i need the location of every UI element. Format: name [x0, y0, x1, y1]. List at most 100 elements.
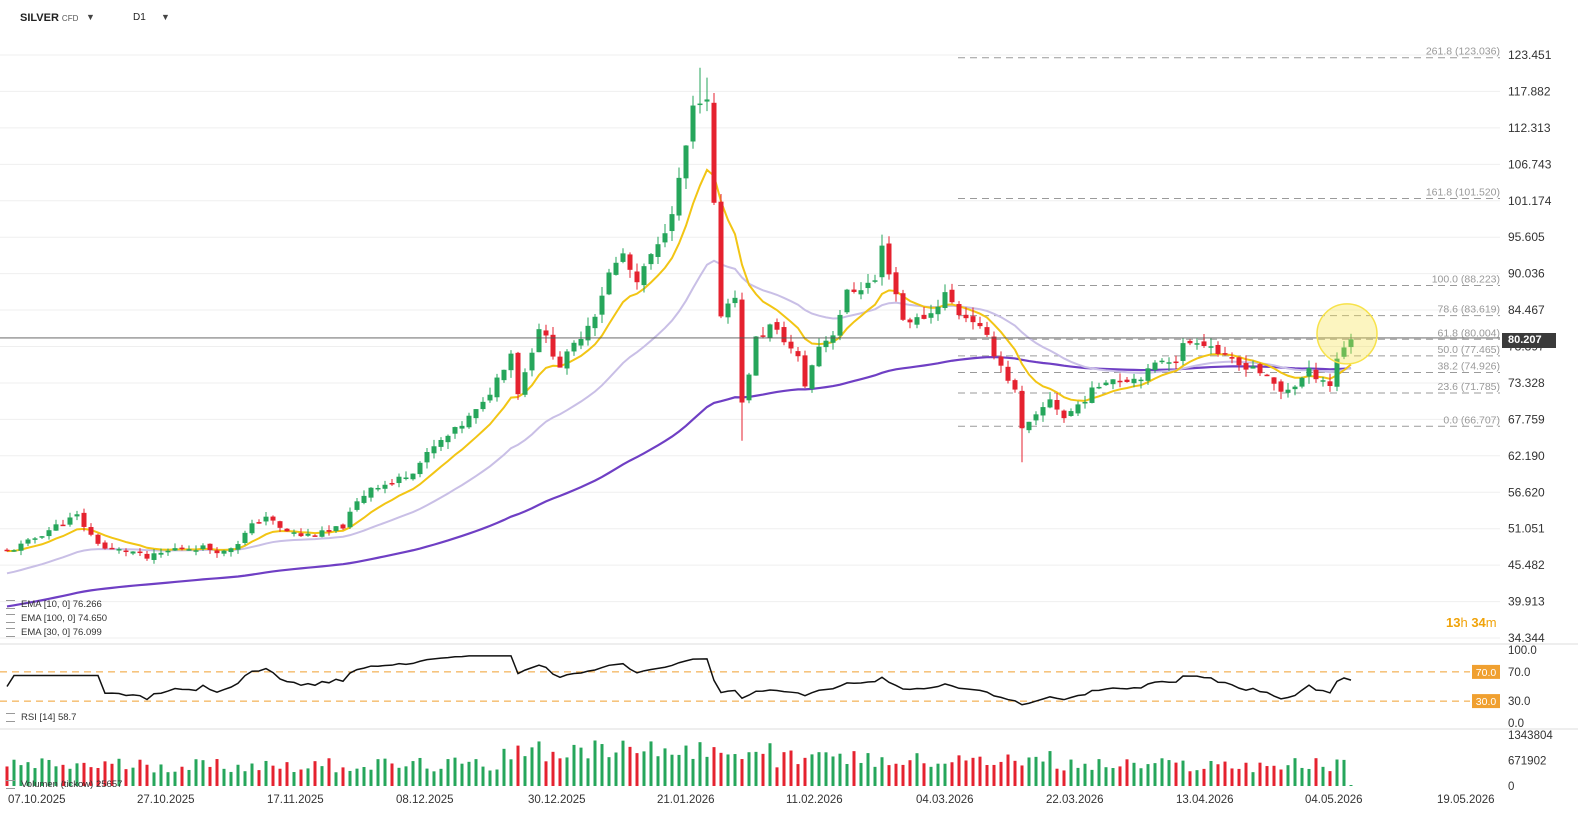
y-axis-tick-label: 112.313	[1508, 121, 1551, 135]
candle-body	[935, 306, 941, 315]
fib-level-label: 61.8 (80.004)	[1438, 327, 1500, 339]
candle-body	[228, 548, 234, 553]
volume-bar	[33, 768, 37, 786]
candle-body	[60, 524, 66, 527]
candle-body	[802, 355, 808, 387]
volume-bar	[40, 758, 44, 786]
candle-body	[1089, 387, 1095, 403]
settings-icon[interactable]	[6, 599, 15, 609]
volume-bar	[600, 744, 604, 786]
candle-body	[200, 545, 206, 550]
volume-bar	[26, 762, 30, 786]
volume-bar	[1069, 759, 1073, 786]
volume-bar	[404, 766, 408, 786]
volume-bar	[516, 745, 520, 786]
volume-bar	[705, 756, 709, 786]
candle-body	[1152, 362, 1158, 370]
candle-body	[158, 552, 164, 555]
candle-body	[396, 476, 402, 484]
settings-icon[interactable]	[6, 627, 15, 637]
ema100-line	[6, 356, 1352, 608]
candle-body	[592, 316, 598, 329]
volume-bar	[992, 764, 996, 786]
candle-body	[907, 319, 913, 323]
volume-bar	[922, 763, 926, 786]
volume-bar	[670, 754, 674, 786]
candle-body	[963, 314, 969, 319]
volume-bar	[684, 745, 688, 786]
volume-bar	[544, 761, 548, 786]
candle-body	[900, 293, 906, 320]
legend-ema10-label: EMA [10, 0] 76.266	[21, 599, 102, 610]
candle-body	[494, 377, 500, 398]
legend-ema10[interactable]: EMA [10, 0] 76.266	[6, 599, 102, 610]
candle-body	[67, 517, 73, 525]
volume-bar	[817, 752, 821, 786]
highlight-circle	[1316, 303, 1378, 365]
candle-body	[18, 543, 24, 551]
settings-icon[interactable]	[6, 613, 15, 623]
rsi-level-label: 30.0	[1476, 696, 1497, 708]
candle-body	[732, 297, 738, 304]
legend-ema100[interactable]: EMA [100, 0] 74.650	[6, 613, 107, 624]
volume-bar	[908, 760, 912, 786]
volume-bar	[1244, 762, 1248, 786]
legend-ema100-label: EMA [100, 0] 74.650	[21, 613, 108, 624]
settings-icon[interactable]	[6, 779, 15, 789]
candle-body	[928, 313, 934, 318]
x-axis-tick-label: 30.12.2025	[528, 794, 586, 806]
y-axis-tick-label: 117.882	[1508, 84, 1551, 98]
rsi-line	[6, 655, 1352, 706]
candle-body	[151, 553, 157, 560]
volume-bar	[61, 764, 65, 786]
volume-bar	[271, 765, 275, 786]
volume-bar	[775, 767, 779, 786]
volume-bar	[1153, 763, 1157, 786]
candle-body	[347, 511, 353, 528]
volume-bar	[397, 767, 401, 786]
volume-bar	[1041, 761, 1045, 786]
candle-body	[11, 550, 17, 552]
y-axis-tick-label: 90.036	[1508, 267, 1545, 281]
volume-bar	[523, 756, 527, 786]
volume-bar	[1258, 762, 1262, 786]
candle-body	[1348, 339, 1354, 348]
settings-icon[interactable]	[6, 712, 15, 722]
volume-bar	[838, 753, 842, 786]
symbol-dropdown-chevron-down-icon[interactable]: ▼	[86, 12, 95, 22]
candle-body	[1075, 404, 1081, 414]
volume-bar	[565, 757, 569, 786]
timeframe-dropdown-chevron-down-icon[interactable]: ▼	[161, 12, 170, 22]
legend-rsi[interactable]: RSI [14] 58.7	[6, 712, 76, 723]
x-axis-tick-label: 11.02.2026	[786, 794, 843, 806]
volume-bar	[1349, 785, 1353, 786]
candle-body	[1110, 379, 1116, 385]
volume-bar	[572, 744, 576, 786]
timeframe-selector[interactable]: D1	[133, 12, 146, 23]
volume-bar	[1013, 760, 1017, 786]
volume-bar	[1293, 758, 1297, 786]
volume-bar	[1209, 760, 1213, 786]
candle-body	[277, 521, 283, 528]
candle-body	[1026, 421, 1032, 431]
candle-body	[137, 551, 143, 554]
volume-bar	[621, 740, 625, 786]
candle-body	[809, 365, 815, 389]
candle-body	[942, 292, 948, 309]
legend-volume-label: Volumen (tickow) 25657	[21, 779, 123, 790]
candle-body	[578, 338, 584, 346]
candle-body	[480, 401, 486, 410]
volume-bar	[453, 757, 457, 786]
candle-body	[1313, 369, 1319, 380]
legend-volume[interactable]: Volumen (tickow) 25657	[6, 779, 122, 790]
volume-axis-tick-label: 0	[1508, 781, 1514, 793]
candle-body	[53, 524, 59, 531]
symbol-label[interactable]: SILVER CFD	[20, 12, 78, 24]
legend-ema30[interactable]: EMA [30, 0] 76.099	[6, 627, 102, 638]
candle-countdown-timer: 13h 34m	[1446, 615, 1497, 630]
candle-body	[886, 243, 892, 275]
fib-level-label: 38.2 (74.926)	[1438, 360, 1500, 372]
volume-bar	[894, 763, 898, 786]
candle-body	[144, 553, 150, 559]
